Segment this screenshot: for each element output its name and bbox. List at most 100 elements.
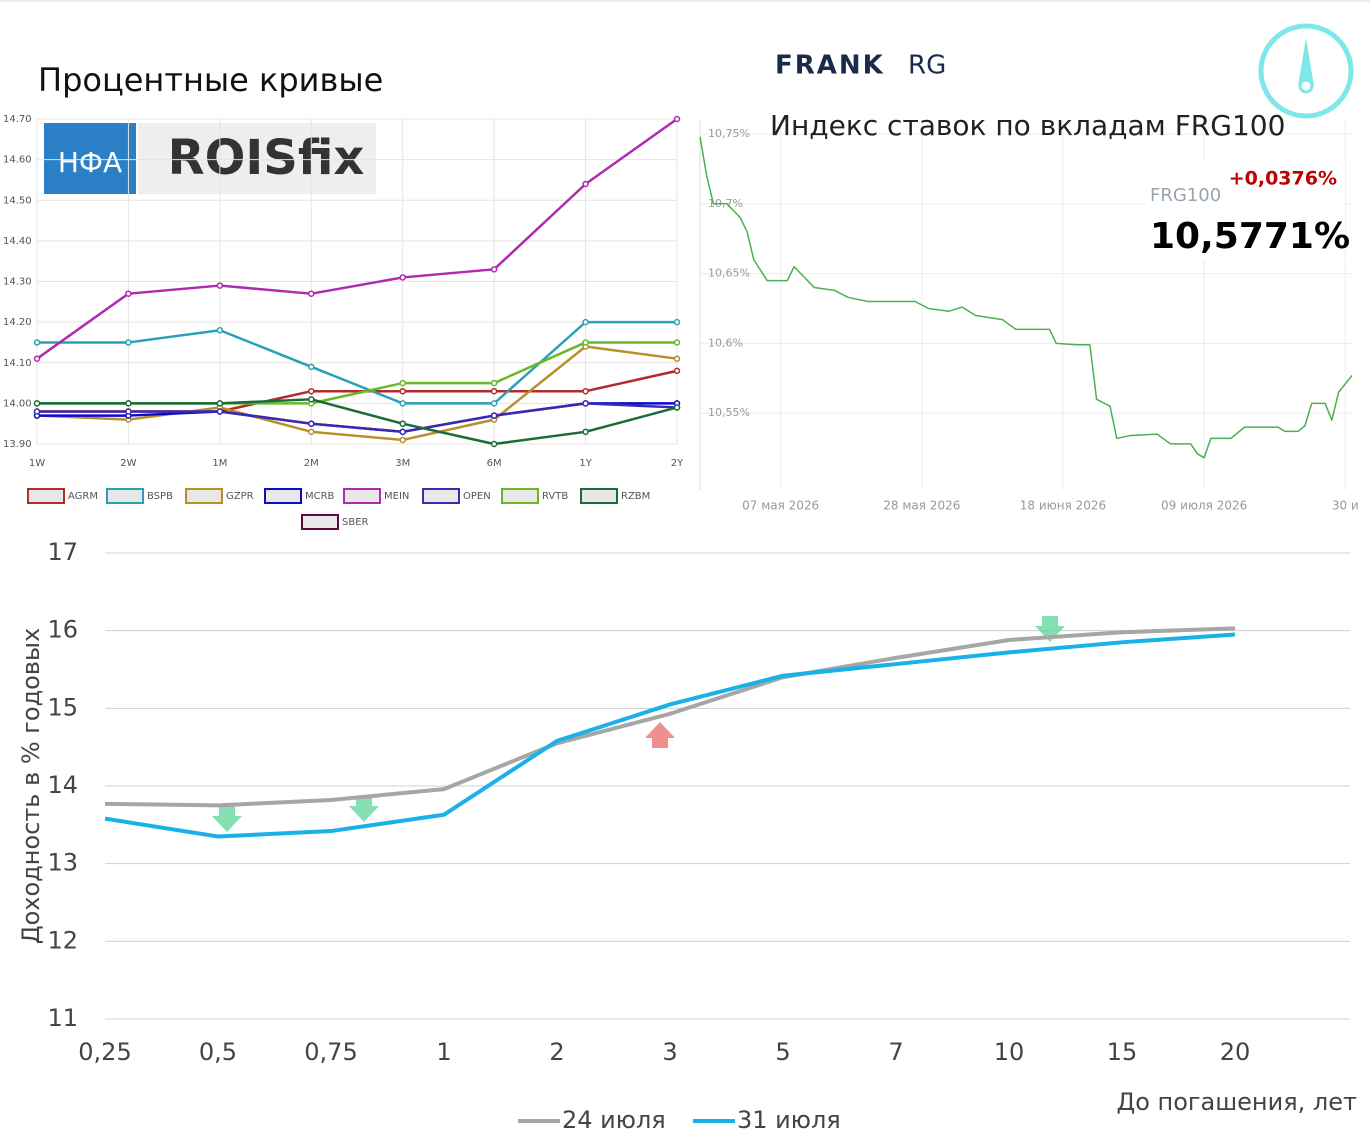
point (125, 339, 132, 346)
series-line (37, 398, 678, 446)
x-tick-label: 2Y (671, 458, 684, 469)
x-tick-label: 30 и (1332, 499, 1359, 513)
series-line (36, 117, 678, 360)
change-arrow (212, 806, 242, 832)
y-tick-label: 16 (47, 616, 78, 644)
point (216, 408, 224, 415)
legend-swatch (27, 488, 65, 504)
change-arrow (1035, 616, 1065, 642)
y-tick-label: 10,6% (708, 336, 743, 349)
series-line (37, 320, 677, 405)
point (490, 400, 498, 407)
legend-label: MCRB (305, 491, 335, 502)
point (125, 408, 132, 415)
x-tick-label: 0,75 (304, 1038, 357, 1066)
point (490, 387, 498, 395)
point (33, 339, 41, 346)
legend-swatch (185, 488, 223, 504)
point (673, 404, 681, 411)
point (490, 379, 498, 387)
y-tick-label: 14.70 (3, 114, 32, 125)
change-arrow (645, 722, 675, 748)
legend-swatch (501, 488, 539, 504)
point (33, 408, 41, 415)
point (216, 327, 224, 334)
x-tick-label: 0,25 (78, 1038, 131, 1066)
x-tick-label: 20 (1220, 1038, 1251, 1066)
page-title: Процентные кривые (38, 61, 383, 99)
point (216, 282, 224, 289)
point (399, 400, 406, 407)
index-change: +0,0376% (1229, 168, 1337, 190)
point (673, 355, 681, 362)
icon-needle (1298, 38, 1314, 86)
roisfix-logo: ROISfix (168, 130, 365, 186)
y-tick-label: 17 (47, 538, 78, 566)
point (308, 428, 315, 436)
x-tick-label: 1W (29, 458, 45, 469)
nfa-logo: НФА (58, 146, 122, 179)
series-line (36, 345, 678, 442)
x-tick-label: 09 июля 2026 (1161, 499, 1247, 513)
x-tick-label: 07 мая 2026 (742, 499, 819, 513)
y-tick-label: 13 (47, 849, 78, 877)
y-tick-label: 14.30 (3, 277, 32, 288)
legend-swatch (106, 488, 144, 504)
series-line (37, 402, 678, 434)
point (399, 436, 406, 444)
point (490, 440, 498, 448)
point (673, 115, 681, 123)
y-tick-label: 10,55% (708, 406, 750, 419)
point (33, 355, 41, 362)
point (673, 339, 681, 346)
x-tick-label: 15 (1107, 1038, 1138, 1066)
compass-icon (1258, 23, 1354, 119)
x-tick-label: 2M (304, 458, 319, 469)
roisfix-chart: 1W 2W 1M 2M 3M 6M 1Y 2Y 13.90 14.00 14.10 14.20 14.3… (3, 114, 684, 530)
legend-swatch (264, 488, 302, 504)
legend-swatch (422, 488, 460, 504)
x-tick-label: 1Y (579, 458, 592, 469)
point (308, 396, 315, 403)
y-tick-label: 12 (47, 926, 78, 954)
x-tick-label: 1 (436, 1038, 451, 1066)
y-tick-label: 14.50 (3, 195, 32, 206)
point (399, 387, 406, 395)
chart-title: Индекс ставок по вкладам FRG100 (770, 109, 1285, 142)
y-tick-label: 14.00 (3, 398, 32, 409)
legend-label: OPEN (463, 491, 491, 502)
x-tick-label: 2 (549, 1038, 564, 1066)
legend-label: BSPB (147, 491, 173, 502)
point (308, 290, 315, 297)
series-line (104, 626, 1236, 808)
y-tick-label: 13.90 (3, 439, 32, 450)
y-axis-title: Доходность в % годовых (17, 628, 45, 944)
icon-hub (1298, 78, 1314, 94)
legend-label: SBER (342, 517, 369, 528)
y-tick-label: 11 (47, 1004, 78, 1032)
y-tick-label: 14 (47, 771, 78, 799)
point (125, 290, 132, 297)
series-line (37, 369, 678, 413)
x-tick-label: 2W (120, 458, 136, 469)
y-tick-label: 14.60 (3, 155, 32, 166)
info-box (1145, 160, 1345, 260)
y-tick-label: 10,75% (708, 127, 750, 140)
point (582, 428, 589, 436)
point (673, 318, 681, 326)
index-name: FRG100 (1150, 185, 1221, 206)
point (490, 412, 498, 419)
point (33, 400, 41, 407)
point (216, 400, 224, 407)
point (582, 387, 589, 395)
rg-logo: RG (908, 51, 946, 81)
legend-swatch (343, 488, 381, 504)
x-tick-label: 18 июня 2026 (1020, 499, 1106, 513)
point (490, 266, 498, 273)
index-value: 10,5771% (1150, 216, 1350, 257)
y-tick-label: 14.40 (3, 236, 32, 247)
legend-label: RZBM (621, 491, 650, 502)
point (308, 420, 315, 427)
